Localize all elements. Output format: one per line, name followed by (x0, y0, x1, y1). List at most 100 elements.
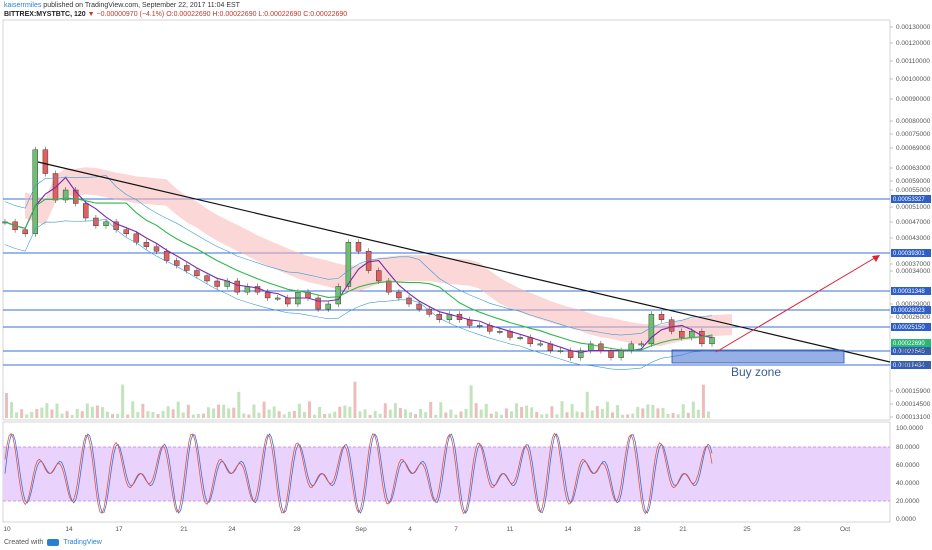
osc-tick-label: 0.0000 (896, 516, 916, 523)
oscillator-band (3, 447, 890, 501)
candle (386, 280, 392, 293)
volume-bar (479, 409, 483, 418)
volume-bar (70, 414, 74, 418)
volume-bar (308, 401, 311, 418)
price-tick-label: 0.00120000 (896, 40, 931, 47)
volume-bar (287, 411, 291, 418)
volume-bar (474, 403, 478, 418)
volume-bar (510, 411, 513, 418)
volume-bar (166, 406, 170, 418)
candle (355, 242, 362, 252)
price-tick-label: 0.00037000 (896, 261, 931, 268)
price-tick-label: 0.00069000 (896, 145, 931, 152)
volume-bar (434, 414, 438, 418)
author-link[interactable]: kaiserrmiles (4, 2, 42, 9)
candle (244, 286, 251, 293)
candle (62, 189, 69, 201)
volume-bar (459, 411, 463, 418)
downtrend-line[interactable] (37, 161, 891, 363)
candle (335, 286, 341, 305)
candle (537, 343, 543, 346)
time-tick-label: Sep (355, 526, 367, 533)
volume-bar (237, 391, 241, 418)
footer-brand[interactable]: TradingView (63, 539, 102, 546)
volume-bar (95, 405, 99, 418)
volume-bar (151, 411, 155, 418)
candle (689, 331, 695, 338)
volume-bar (691, 401, 695, 418)
osc-tick-label: 60.0000 (896, 462, 920, 469)
volume-bar (621, 414, 625, 418)
volume-bar (595, 406, 599, 418)
volume-bar (277, 411, 281, 418)
volume-bar (631, 413, 635, 418)
volume-bar (409, 412, 412, 418)
volume-bar (469, 385, 473, 418)
volume-bar (25, 414, 29, 418)
level-tag (891, 323, 931, 331)
osc-tick-label: 20.0000 (896, 498, 920, 505)
candle (214, 280, 220, 287)
volume-bar (636, 406, 640, 418)
volume-bar (353, 381, 357, 418)
time-tick-label: 7 (454, 526, 458, 533)
candle (668, 319, 675, 332)
volume-bar (706, 411, 710, 418)
price-tick-label: 0.00014500 (896, 401, 931, 408)
volume-bar (106, 411, 109, 418)
band-lower-line (4, 219, 713, 371)
volume-bar (212, 408, 216, 418)
price-tick-label: 0.00013100 (896, 414, 931, 421)
volume-bar (191, 414, 195, 418)
volume-bar (363, 409, 367, 418)
volume-bar (616, 405, 620, 418)
volume-bar (292, 410, 296, 418)
level-tag-label: 0.00053327 (893, 197, 925, 203)
ma-short-line (4, 176, 713, 353)
candle (285, 297, 291, 305)
volume-bar (560, 401, 564, 418)
volume-bar (676, 414, 680, 418)
level-tag-label: 0.00019484 (893, 363, 925, 369)
volume-bar (580, 412, 584, 418)
volume-bar (282, 414, 286, 418)
candle (679, 331, 685, 338)
buy-zone-box[interactable] (671, 349, 845, 364)
candle (396, 291, 402, 299)
candle (264, 291, 271, 299)
volume-bar (348, 406, 352, 418)
ichimoku-cloud (25, 167, 732, 346)
volume-bar (429, 401, 433, 418)
volume-bar (681, 404, 685, 418)
price-change: ▼ −0.00000970 (−4.1%) (87, 11, 165, 18)
volume-bar (55, 403, 59, 418)
volume-bar (671, 413, 675, 418)
candle (416, 303, 422, 310)
time-tick-label: 25 (743, 526, 751, 533)
target-arrow[interactable] (715, 255, 879, 353)
volume-bar (393, 403, 397, 418)
volume-bar (267, 409, 271, 418)
candle (477, 325, 483, 327)
volume-bar (30, 411, 34, 418)
price-tick-label: 0.00090000 (896, 96, 931, 103)
candle (406, 297, 412, 305)
volume-bar (65, 411, 69, 418)
time-tick-label: 21 (679, 526, 687, 533)
volume-bar (272, 406, 276, 418)
volume-bar (550, 406, 554, 418)
candle (32, 149, 38, 235)
ohlc-values: O:0.00022690 H:0.00022690 L:0.00022690 C… (166, 11, 348, 18)
volume-bar (217, 404, 221, 418)
volume-bar (126, 414, 130, 418)
volume-bar (302, 411, 306, 418)
volume-bar (80, 411, 84, 418)
time-tick-label: 24 (228, 526, 236, 533)
time-tick-label: Oct (840, 526, 850, 533)
candle (194, 270, 200, 276)
volume-bar (358, 411, 362, 418)
volume-bar (313, 414, 317, 418)
volume-bar (535, 411, 539, 418)
volume-bar (116, 413, 120, 418)
